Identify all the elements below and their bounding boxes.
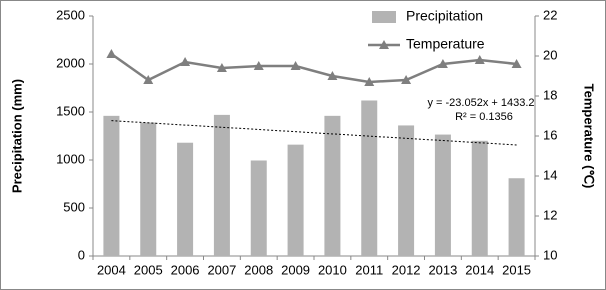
bar (324, 115, 341, 256)
bar (213, 114, 230, 256)
bar (471, 140, 488, 256)
y-tick-label: 2000 (56, 55, 85, 70)
bar (434, 134, 451, 256)
x-tick-label: 2009 (281, 262, 310, 277)
line-marker (401, 75, 412, 84)
y-tick-label: 500 (63, 199, 85, 214)
x-tick-label: 2011 (355, 262, 383, 277)
bar (140, 122, 157, 256)
trendline-r2: R² = 0.1356 (455, 111, 513, 123)
line-marker (253, 61, 264, 70)
line-marker (180, 57, 191, 66)
x-tick-label: 2008 (244, 262, 273, 277)
x-tick-label: 2006 (171, 262, 200, 277)
line-marker (474, 55, 485, 64)
x-tick-label: 2004 (97, 262, 126, 277)
bar (398, 125, 415, 256)
y2-tick-label: 16 (543, 127, 557, 142)
x-tick-label: 2012 (392, 262, 421, 277)
x-tick-label: 2014 (465, 262, 494, 277)
legend-swatch (372, 11, 396, 23)
y-tick-label: 1500 (56, 103, 85, 118)
legend-marker (379, 40, 389, 49)
line-marker (290, 61, 301, 70)
x-tick-label: 2007 (207, 262, 236, 277)
y2-tick-label: 10 (543, 247, 557, 262)
x-tick-label: 2005 (134, 262, 163, 277)
line-marker (143, 75, 154, 84)
temperature-line (110, 52, 517, 84)
y2-tick-label: 14 (543, 167, 557, 182)
line-marker (216, 63, 227, 72)
y2-tick-label: 22 (543, 7, 557, 22)
trendline-equation: y = -23.052x + 1433.2 (427, 97, 534, 109)
y-tick-label: 0 (78, 247, 85, 262)
x-tick-label: 2015 (502, 262, 531, 277)
line-marker (511, 59, 522, 68)
y2-axis-title: Temperature (℃) (582, 84, 597, 189)
line-marker (327, 71, 338, 80)
y2-tick-label: 18 (543, 87, 557, 102)
bar (250, 160, 267, 256)
y-axis-title: Precipitation (mm) (9, 79, 24, 193)
y-tick-label: 1000 (56, 151, 85, 166)
bar (287, 144, 304, 256)
x-tick-label: 2013 (428, 262, 457, 277)
x-tick-label: 2010 (318, 262, 347, 277)
line-marker (437, 59, 448, 68)
bar (361, 100, 378, 256)
bar (177, 142, 194, 256)
bar (103, 115, 120, 256)
y-tick-label: 2500 (56, 7, 85, 22)
legend-label: Temperature (406, 36, 485, 52)
line-marker (364, 77, 375, 86)
line-marker (106, 49, 117, 58)
y2-tick-label: 12 (543, 207, 557, 222)
y2-tick-label: 20 (543, 47, 557, 62)
legend-label: Precipitation (406, 8, 483, 24)
bar (508, 178, 525, 256)
